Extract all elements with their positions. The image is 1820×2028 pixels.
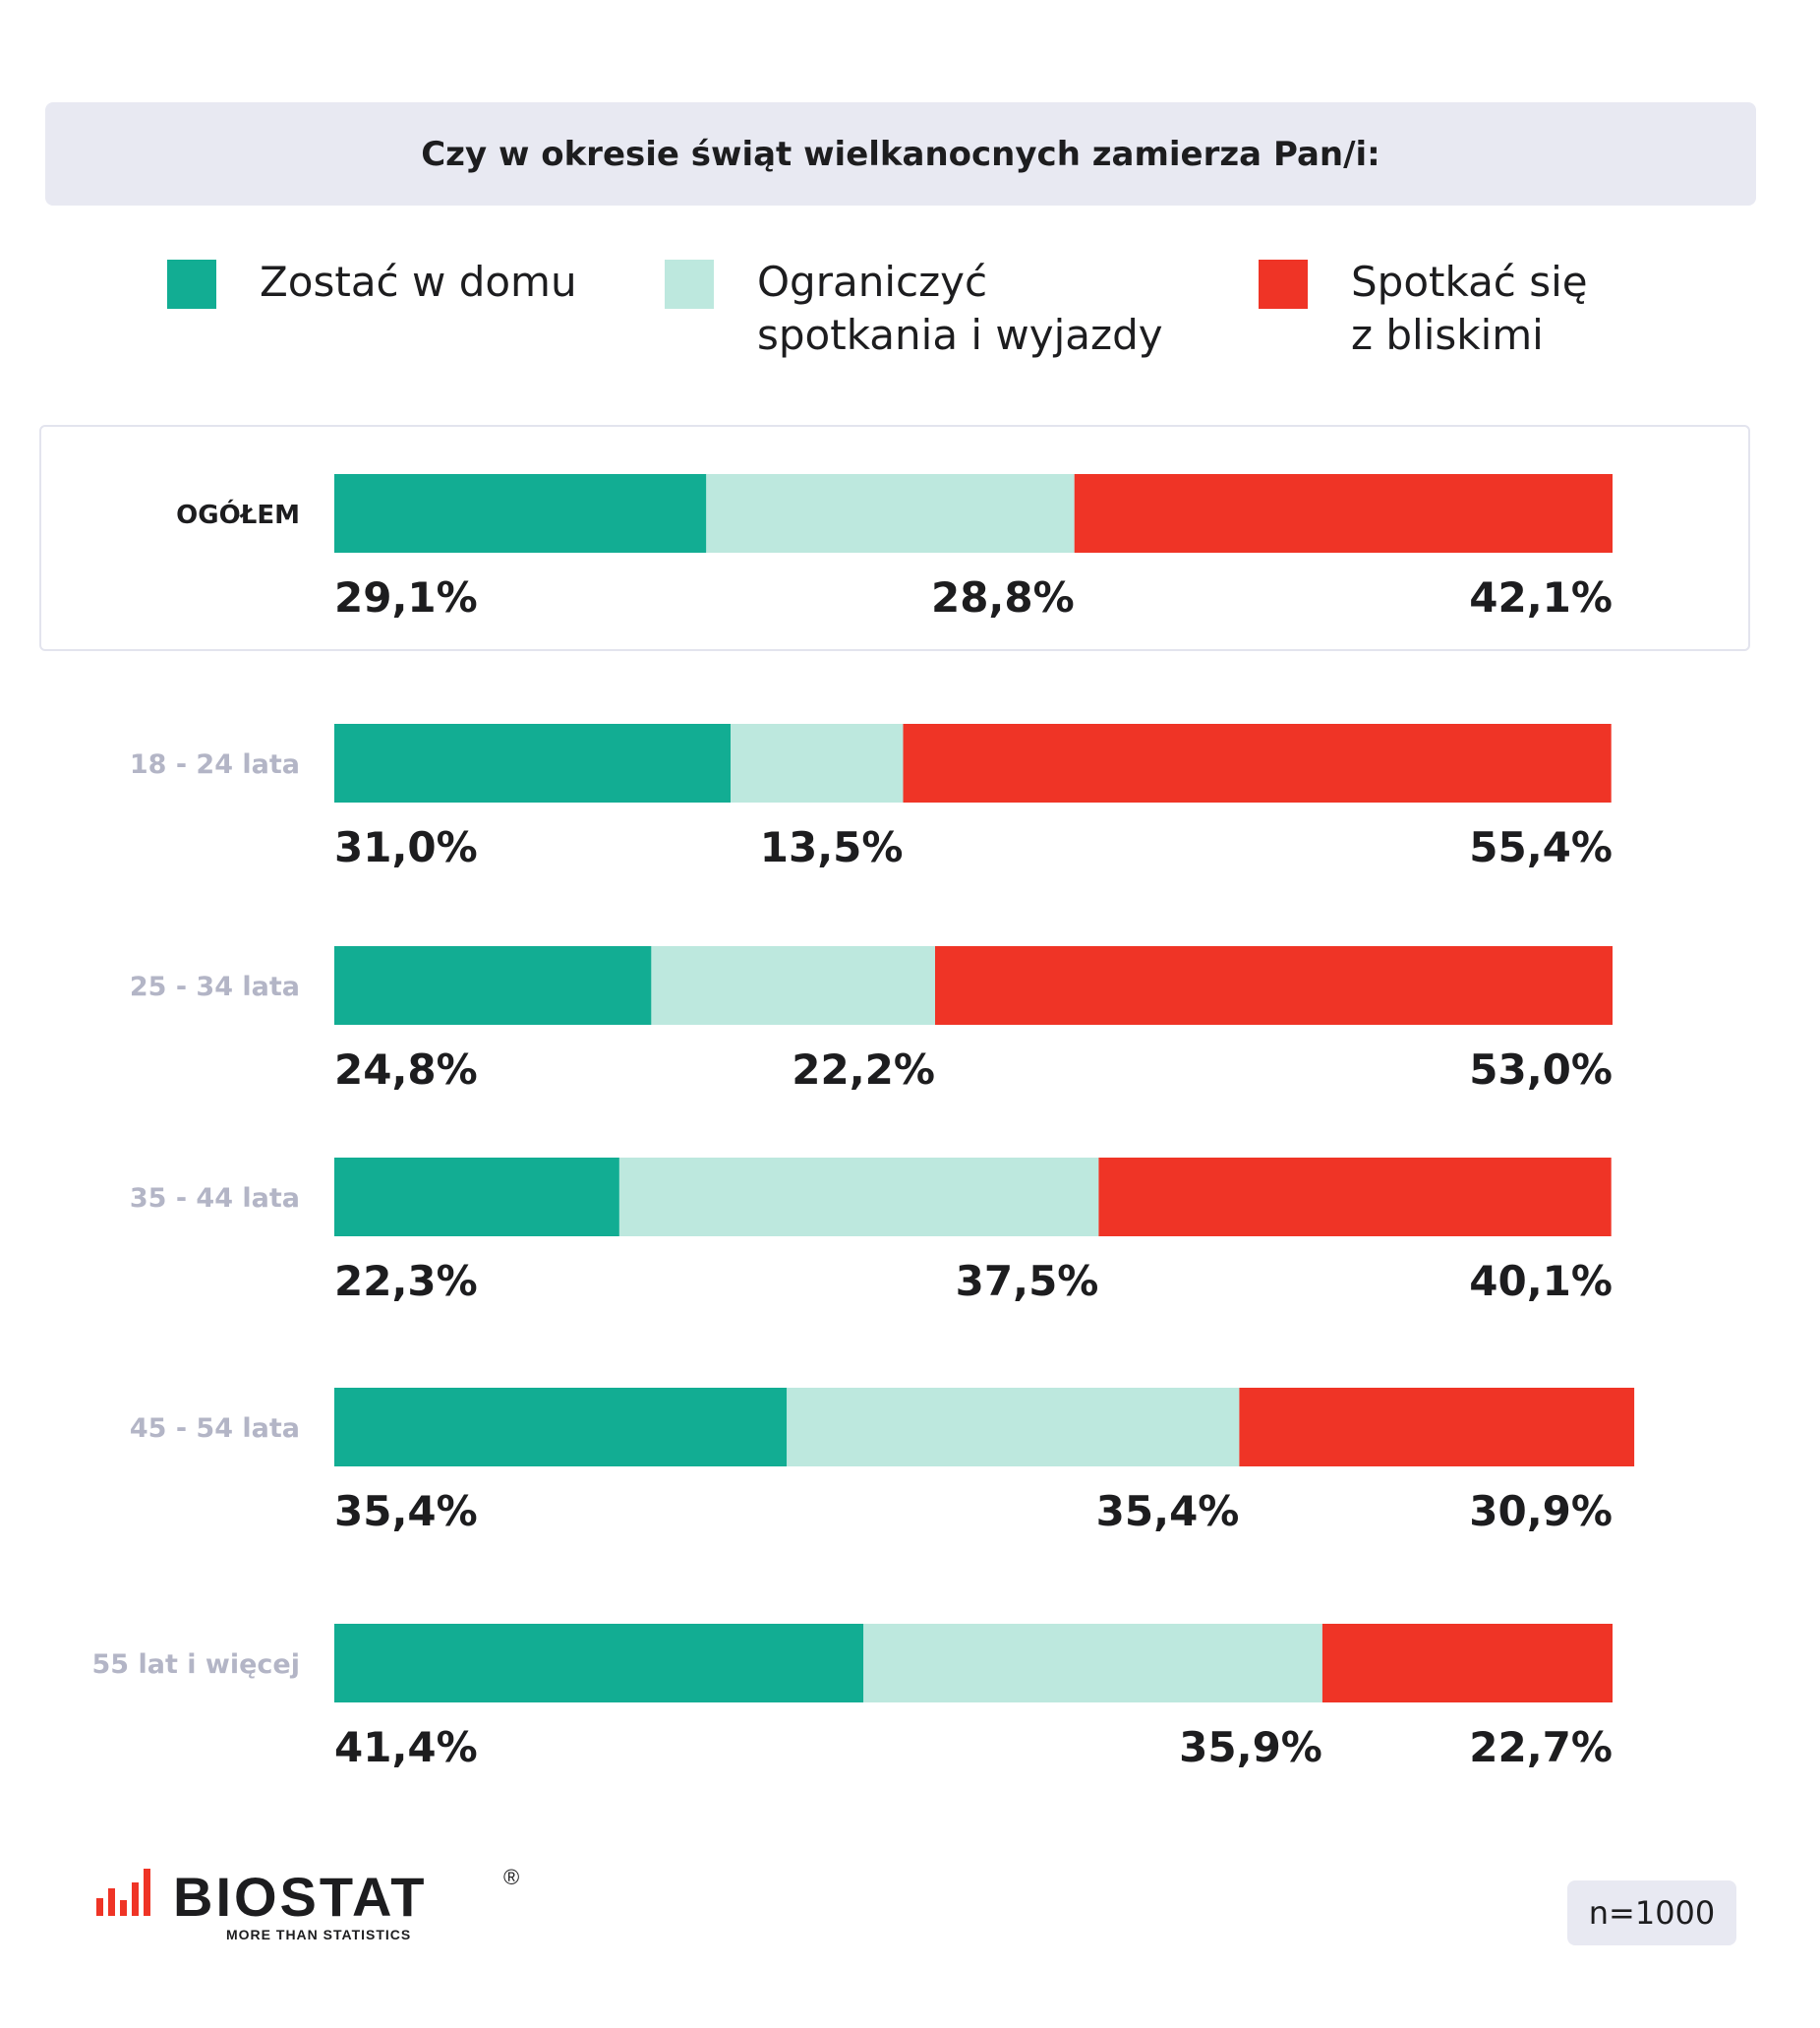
category-label-1: 18 - 24 lata [130, 749, 300, 780]
bar-segment-4-0 [334, 1388, 788, 1466]
value-label-1-2: 55,4% [1469, 823, 1613, 871]
bar-segment-2-0 [334, 946, 652, 1025]
value-label-1-0: 31,0% [334, 823, 478, 871]
legend-label-stay-home: Zostać w domu [260, 258, 577, 306]
bar-segment-4-2 [1239, 1388, 1635, 1466]
bar-segment-1-0 [334, 724, 731, 803]
bar-segment-3-1 [618, 1158, 1099, 1236]
value-label-3-0: 22,3% [334, 1257, 478, 1305]
value-label-0-0: 29,1% [334, 573, 478, 622]
overall-highlight-box [39, 425, 1750, 651]
value-label-0-2: 42,1% [1469, 573, 1613, 622]
legend-swatch-stay-home [167, 260, 216, 309]
value-label-3-2: 40,1% [1469, 1257, 1613, 1305]
chart-title: Czy w okresie świąt wielkanocnych zamier… [421, 134, 1380, 174]
value-label-0-1: 28,8% [931, 573, 1075, 622]
bar-segment-0-0 [334, 474, 707, 553]
value-label-3-1: 37,5% [956, 1257, 1099, 1305]
value-label-4-2: 30,9% [1469, 1487, 1613, 1535]
legend-swatch-limit [665, 260, 714, 309]
category-label-5: 55 lat i więcej [92, 1649, 301, 1680]
value-label-2-1: 22,2% [792, 1045, 935, 1094]
logo-bars-icon [96, 1869, 150, 1916]
value-label-2-2: 53,0% [1469, 1045, 1613, 1094]
value-label-4-0: 35,4% [334, 1487, 478, 1535]
value-label-2-0: 24,8% [334, 1045, 478, 1094]
legend-label-limit: Ograniczyć spotkania i wyjazdy [757, 258, 1163, 359]
bar-segment-5-1 [863, 1624, 1322, 1702]
value-label-4-1: 35,4% [1096, 1487, 1240, 1535]
bar-segment-1-2 [903, 724, 1612, 803]
bar-segment-2-1 [651, 946, 935, 1025]
biostat-logo: BIOSTAT ® MORE THAN STATISTICS [96, 1865, 519, 1941]
bar-segment-4-1 [787, 1388, 1240, 1466]
bar-segment-5-0 [334, 1624, 864, 1702]
sample-size-label: n=1000 [1588, 1894, 1716, 1932]
stacked-bar-chart: OGÓŁEM 29,1% 28,8% 42,1% 18 - 24 lata 31,0% 13… [92, 474, 1635, 1771]
category-label-3: 35 - 44 lata [130, 1183, 300, 1214]
legend-label-meet: Spotkać się z bliskimi [1351, 258, 1588, 359]
category-label-0: OGÓŁEM [176, 499, 300, 530]
bar-segment-3-2 [1098, 1158, 1612, 1236]
legend-swatch-meet [1259, 260, 1308, 309]
bar-segment-3-0 [334, 1158, 619, 1236]
category-label-2: 25 - 34 lata [130, 972, 300, 1002]
bar-segment-0-2 [1074, 474, 1613, 553]
bar-segment-2-2 [935, 946, 1613, 1025]
sample-size-badge: n=1000 [1567, 1880, 1736, 1945]
registered-mark: ® [503, 1865, 519, 1889]
value-label-1-1: 13,5% [760, 823, 904, 871]
logo-wordmark: BIOSTAT [173, 1866, 427, 1928]
logo-tagline: MORE THAN STATISTICS [226, 1927, 411, 1941]
value-label-5-0: 41,4% [334, 1723, 478, 1771]
bar-segment-5-2 [1321, 1624, 1613, 1702]
chart-title-box: Czy w okresie świąt wielkanocnych zamier… [45, 102, 1756, 206]
bar-segment-0-1 [706, 474, 1075, 553]
category-label-4: 45 - 54 lata [130, 1413, 300, 1444]
bar-segment-1-1 [731, 724, 904, 803]
value-label-5-2: 22,7% [1469, 1723, 1613, 1771]
value-label-5-1: 35,9% [1179, 1723, 1322, 1771]
